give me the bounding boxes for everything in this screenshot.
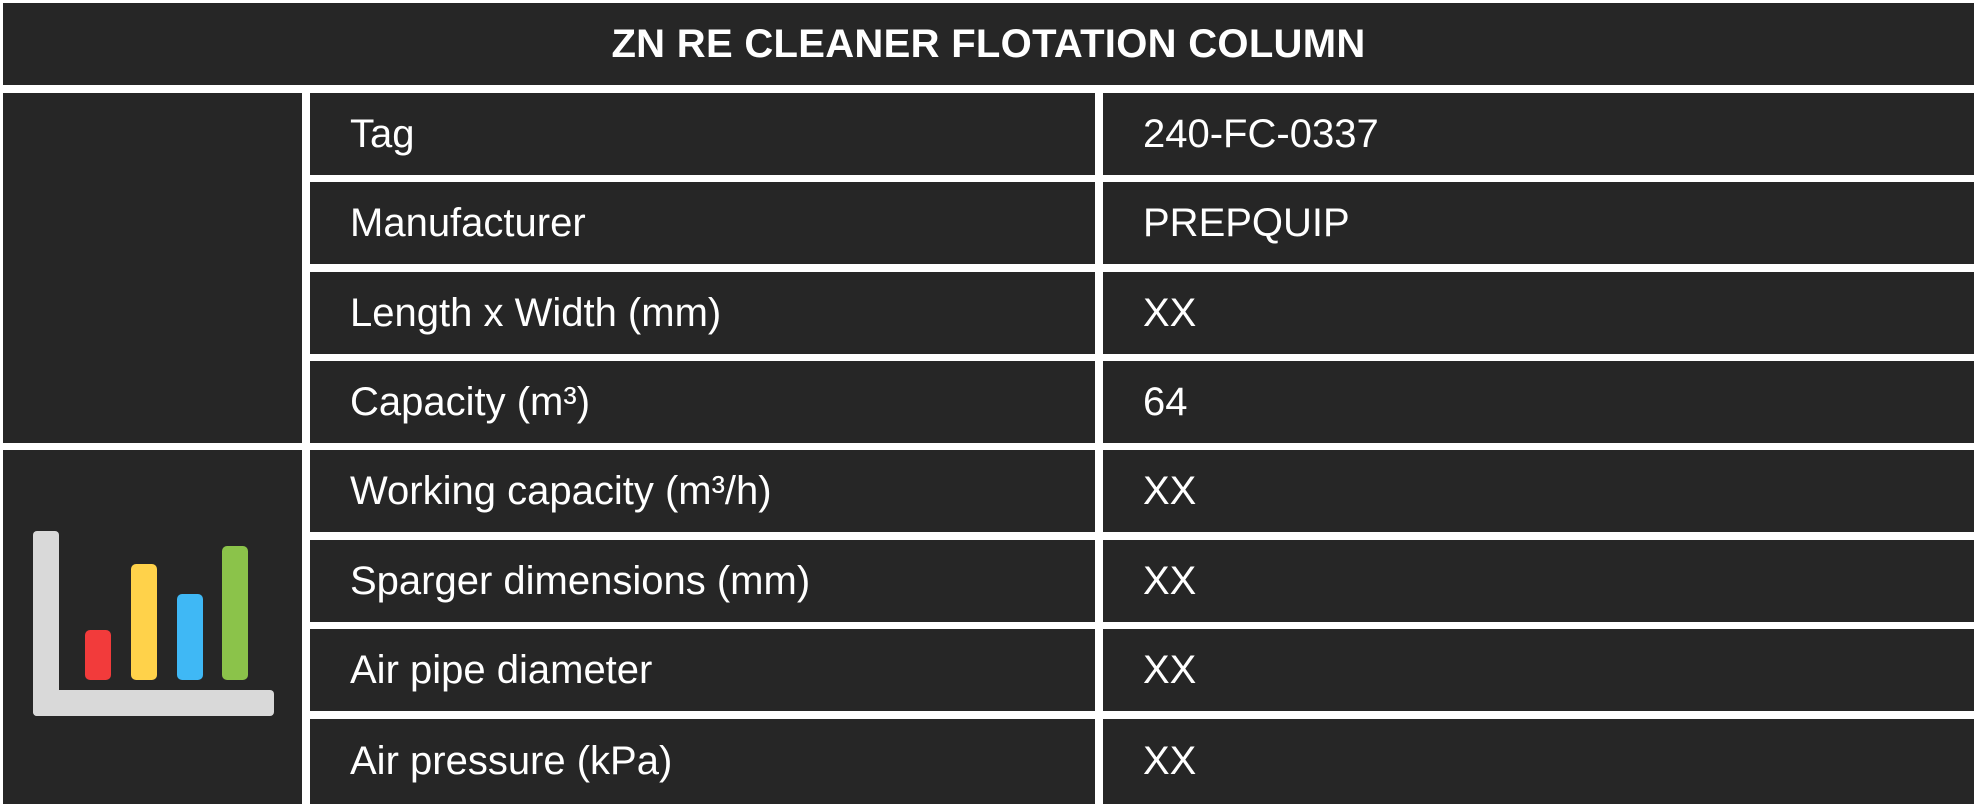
icon-axis-vertical [33, 531, 59, 716]
icon-bar-green [222, 546, 248, 680]
icon-bar-red [85, 630, 111, 680]
icon-bar-yellow [131, 564, 157, 680]
icon-axis-horizontal [33, 690, 274, 716]
row-label-air-pressure: Air pressure (kPa) [310, 719, 1095, 804]
row-label-dimensions: Length x Width (mm) [310, 272, 1095, 354]
bar-chart-icon [33, 531, 274, 716]
page-title: ZN RE CLEANER FLOTATION COLUMN [3, 3, 1974, 85]
side-panel-top [3, 93, 302, 443]
row-value-air-pressure: XX [1103, 719, 1974, 804]
row-value-sparger-dimensions: XX [1103, 540, 1974, 622]
row-label-tag: Tag [310, 93, 1095, 175]
row-value-tag: 240-FC-0337 [1103, 93, 1974, 175]
row-value-manufacturer: PREPQUIP [1103, 182, 1974, 264]
row-label-capacity: Capacity (m³) [310, 361, 1095, 443]
row-value-capacity: 64 [1103, 361, 1974, 443]
row-value-air-pipe-diameter: XX [1103, 629, 1974, 711]
row-label-manufacturer: Manufacturer [310, 182, 1095, 264]
row-label-working-capacity: Working capacity (m³/h) [310, 450, 1095, 532]
row-value-dimensions: XX [1103, 272, 1974, 354]
row-value-working-capacity: XX [1103, 450, 1974, 532]
row-label-air-pipe-diameter: Air pipe diameter [310, 629, 1095, 711]
icon-bar-blue [177, 594, 203, 680]
row-label-sparger-dimensions: Sparger dimensions (mm) [310, 540, 1095, 622]
